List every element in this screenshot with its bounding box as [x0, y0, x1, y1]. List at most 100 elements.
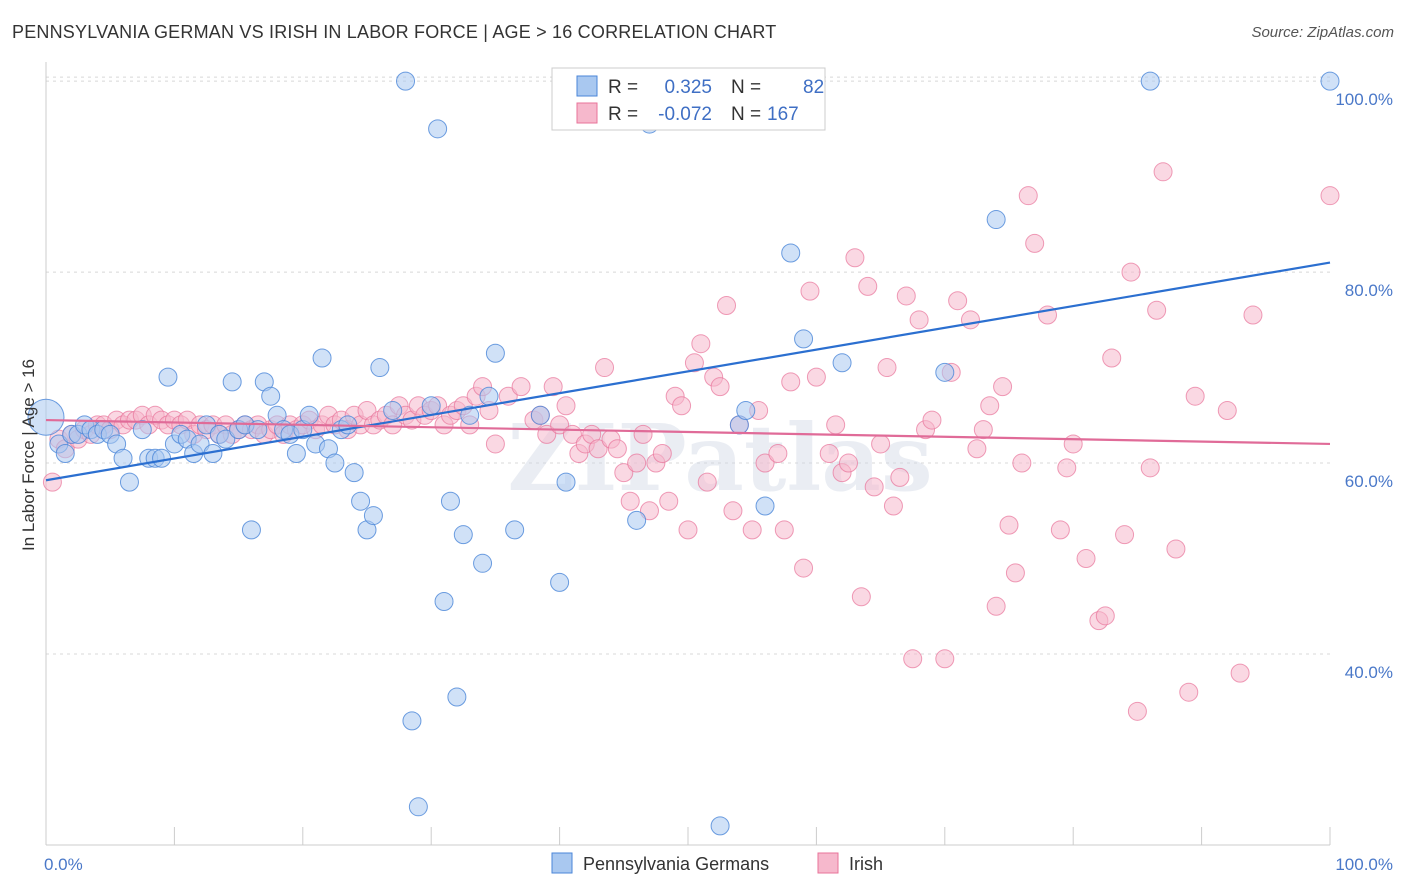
irish-point-77 [556, 396, 576, 416]
irish-trend-line [45, 418, 1331, 446]
pennsylvania-german-point-59 [447, 687, 467, 707]
pennsylvania-german-point-81 [1140, 71, 1160, 91]
pennsylvania-german-point-46 [344, 463, 364, 483]
irish-point-133 [948, 291, 968, 311]
pennsylvania-german-point-77 [794, 329, 814, 349]
irish-point-162 [1217, 401, 1237, 421]
irish-point-138 [986, 596, 1006, 616]
irish-point-71 [511, 377, 531, 397]
irish-point-164 [1243, 305, 1263, 325]
irish-point-144 [1025, 233, 1045, 253]
pennsylvania-german-point-53 [402, 711, 422, 731]
irish-point-101 [710, 377, 730, 397]
pennsylvania-german-point-55 [421, 396, 441, 416]
pennsylvania-german-point-74 [736, 401, 756, 421]
irish-point-148 [1063, 434, 1083, 454]
pennsylvania-german-point-54 [408, 797, 428, 817]
irish-point-122 [871, 434, 891, 454]
pennsylvania-german-point-82 [1320, 71, 1340, 91]
irish-point-112 [800, 281, 820, 301]
irish-point-125 [890, 467, 910, 487]
pennsylvania-german-point-41 [312, 348, 332, 368]
irish-point-131 [935, 649, 955, 669]
irish-point-121 [864, 477, 884, 497]
legend-r-value-1: 0.325 [664, 77, 712, 98]
pennsylvania-german-point-11 [113, 448, 133, 468]
irish-point-157 [1147, 300, 1167, 320]
irish-point-136 [973, 420, 993, 440]
pennsylvania-german-trend-line [45, 261, 1331, 482]
irish-point-117 [839, 453, 858, 473]
irish-point-119 [851, 587, 871, 607]
pennsylvania-german-point-47 [351, 491, 371, 511]
pennsylvania-german-point-37 [286, 444, 306, 463]
irish-point-114 [819, 444, 839, 463]
pennsylvania-german-point-50 [370, 358, 390, 378]
pennsylvania-german-point-60 [453, 525, 473, 545]
pennsylvania-german-point-52 [396, 71, 416, 91]
pennsylvania-german-point-16 [152, 448, 172, 468]
irish-point-147 [1057, 458, 1077, 478]
x-tick-labels: 0.0% 100.0% [44, 855, 1393, 874]
legend-n-label-1: N = [731, 77, 761, 98]
irish-point-69 [485, 434, 505, 454]
irish-point-85 [607, 439, 627, 459]
pennsylvania-german-point-2 [55, 444, 75, 463]
pennsylvania-german-point-68 [556, 472, 576, 492]
pennsylvania-german-point-58 [440, 491, 460, 511]
pennsylvania-german-point-49 [363, 506, 383, 526]
pennsylvania-german-point-61 [460, 405, 480, 425]
pennsylvania-german-points [27, 71, 1340, 836]
pennsylvania-german-point-43 [325, 453, 345, 473]
irish-point-163 [1230, 663, 1250, 683]
irish-point-143 [1018, 186, 1038, 206]
legend-r-value-2: -0.072 [658, 104, 712, 125]
pennsylvania-german-point-12 [119, 472, 139, 492]
irish-point-158 [1153, 162, 1173, 182]
irish-point-89 [633, 424, 653, 444]
pennsylvania-german-point-17 [158, 367, 178, 387]
irish-point-128 [909, 310, 929, 330]
irish-point-105 [742, 520, 762, 540]
irish-point-156 [1140, 458, 1160, 478]
irish-point-126 [896, 286, 916, 306]
legend-swatch-pink [576, 102, 598, 124]
pennsylvania-german-point-63 [479, 386, 499, 406]
irish-point-108 [768, 444, 788, 463]
y-tick-labels: 40.0% 60.0% 80.0% 100.0% [1335, 90, 1393, 682]
pennsylvania-german-point-69 [627, 510, 647, 530]
pennsylvania-german-point-62 [473, 553, 493, 573]
irish-point-130 [922, 410, 942, 430]
chart-title: PENNSYLVANIA GERMAN VS IRISH IN LABOR FO… [12, 22, 777, 42]
irish-point-107 [755, 453, 775, 473]
legend-label-irish: Irish [849, 854, 883, 874]
pennsylvania-german-point-39 [299, 405, 319, 425]
pennsylvania-german-point-67 [550, 572, 570, 592]
irish-point-99 [697, 472, 717, 492]
irish-point-127 [903, 649, 923, 669]
y-axis-label: In Labor Force | Age > 16 [19, 359, 38, 551]
irish-point-141 [1005, 563, 1025, 583]
legend-label-pennsylvania-germans: Pennsylvania Germans [583, 854, 769, 874]
irish-point-82 [588, 439, 608, 459]
y-tick-label-1: 60.0% [1345, 472, 1393, 491]
irish-point-134 [960, 310, 980, 330]
pennsylvania-german-point-0 [27, 398, 65, 436]
legend-swatch-irish [817, 852, 839, 874]
pennsylvania-german-point-78 [832, 353, 852, 373]
x-tick-label-1: 100.0% [1335, 855, 1393, 874]
axes [45, 62, 1331, 846]
irish-point-142 [1012, 453, 1032, 473]
irish-point-149 [1076, 549, 1096, 569]
pennsylvania-german-point-13 [132, 420, 152, 440]
legend-n-label-2: N = [731, 104, 761, 125]
legend-swatch-blue [576, 75, 598, 97]
pennsylvania-german-point-30 [241, 520, 261, 540]
irish-point-155 [1127, 701, 1147, 721]
y-tick-label-0: 40.0% [1345, 663, 1393, 682]
pennsylvania-german-point-80 [986, 210, 1006, 230]
x-tick-label-0: 0.0% [44, 855, 83, 874]
pennsylvania-german-point-57 [434, 592, 454, 612]
irish-point-137 [980, 396, 1000, 416]
